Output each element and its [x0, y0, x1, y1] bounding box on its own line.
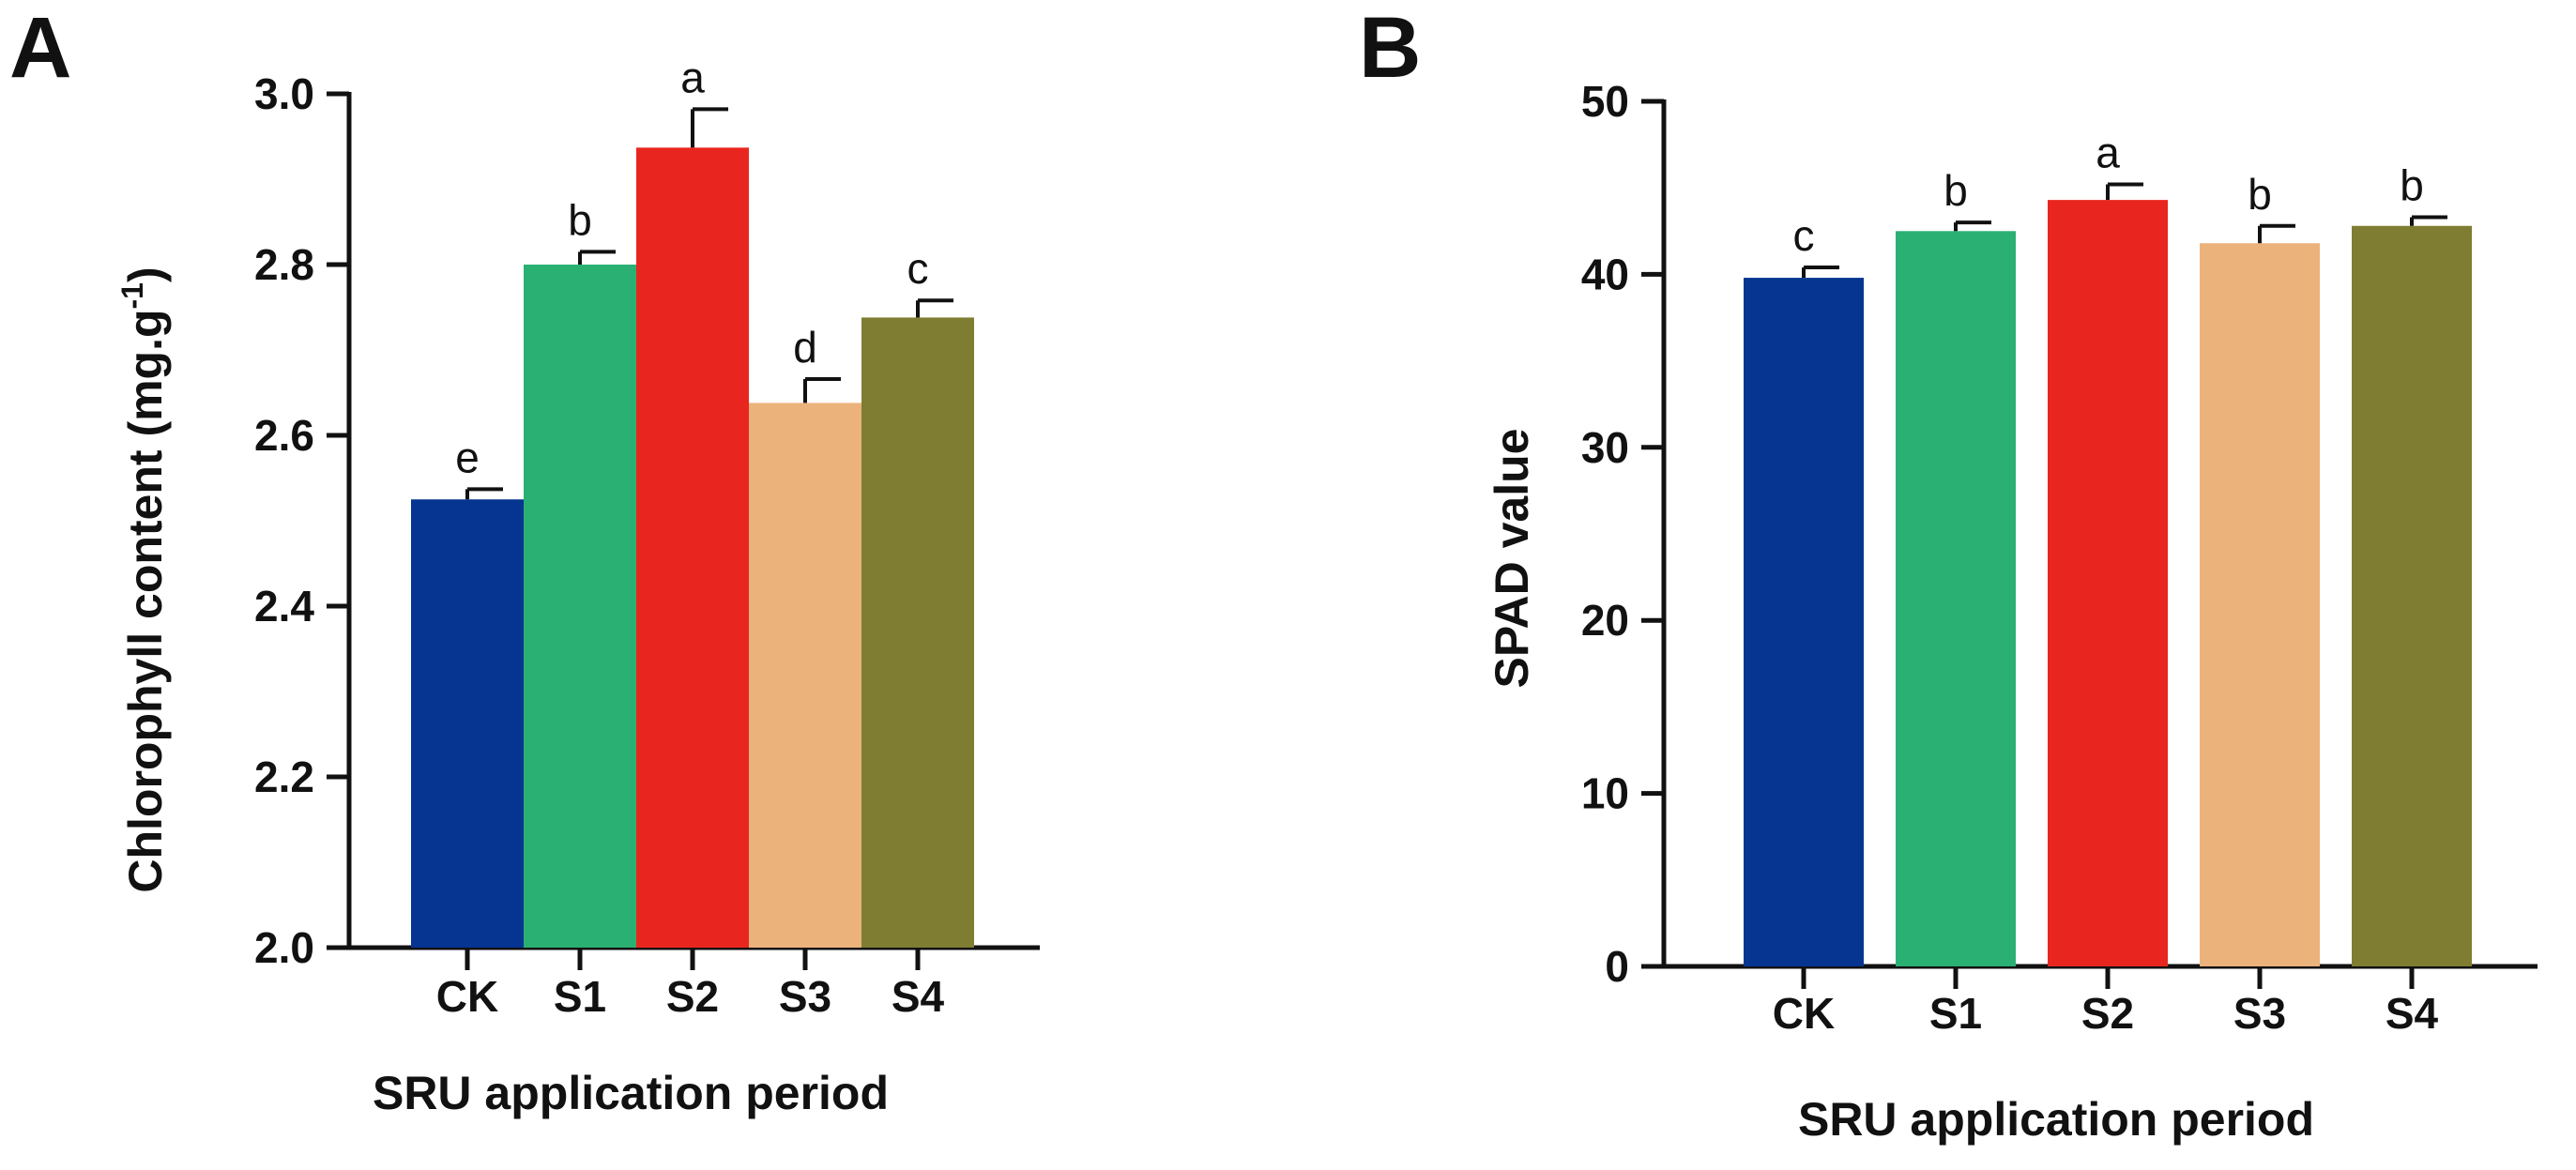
- x-axis-title-a: SRU application period: [373, 1067, 889, 1119]
- y-tick-label-b: 10: [1581, 769, 1629, 818]
- y-axis-title-a-close: ): [119, 266, 172, 282]
- y-tick-label-b: 30: [1581, 423, 1629, 472]
- x-tick-label-b-ck: CK: [1773, 989, 1835, 1038]
- y-tick-label-a: 2.2: [254, 752, 314, 801]
- bar-a-s3: [749, 403, 861, 948]
- bar-b-s1: [1896, 231, 2016, 967]
- significance-label-a-s3: d: [793, 323, 817, 372]
- y-axis-title-a-main: Chlorophyll content (mg.g: [119, 309, 172, 892]
- x-tick-label-a-ck: CK: [436, 972, 498, 1021]
- x-axis-title-b: SRU application period: [1798, 1093, 2314, 1146]
- x-tick-label-b-s2: S2: [2081, 989, 2134, 1038]
- x-tick-label-a-s4: S4: [892, 972, 945, 1021]
- bar-b-s3: [2200, 243, 2320, 966]
- y-tick-label-b: 20: [1581, 596, 1629, 645]
- significance-label-b-s2: a: [2096, 129, 2120, 177]
- chart-panel-a: A 2.0 2.2 2.4 2.6 2.8 3.0 e CK b S1 a S2 d S3 c S4 SRU …: [9, 0, 1040, 1119]
- x-tick-label-a-s1: S1: [554, 972, 606, 1021]
- significance-label-b-ck: c: [1793, 211, 1815, 260]
- significance-label-a-s2: a: [680, 53, 705, 101]
- significance-label-b-s3: b: [2248, 170, 2272, 219]
- y-tick-label-a: 2.4: [254, 582, 314, 631]
- y-axis-title-a-superscript: -1: [115, 282, 149, 309]
- significance-label-a-s4: c: [907, 244, 929, 293]
- y-tick-label-b: 40: [1581, 250, 1629, 298]
- significance-label-b-s4: b: [2400, 161, 2424, 210]
- y-tick-label-a: 3.0: [254, 69, 314, 118]
- y-tick-label-a: 2.6: [254, 411, 314, 460]
- y-axis-title-a: Chlorophyll content (mg.g-1): [115, 266, 172, 892]
- panel-letter-b: B: [1359, 0, 1421, 96]
- y-tick-label-b: 0: [1605, 942, 1629, 991]
- bar-a-s2: [636, 147, 749, 948]
- significance-label-a-s1: b: [568, 195, 592, 244]
- x-tick-label-b-s3: S3: [2233, 989, 2286, 1038]
- bar-a-s1: [524, 265, 636, 948]
- bar-a-s4: [861, 317, 974, 948]
- bar-b-s4: [2352, 225, 2472, 966]
- x-tick-label-a-s3: S3: [779, 972, 831, 1021]
- significance-label-a-ck: e: [455, 433, 480, 481]
- y-axis-title-b: SPAD value: [1486, 429, 1538, 689]
- y-tick-label-b: 50: [1581, 77, 1629, 126]
- bar-a-ck: [411, 499, 524, 948]
- bar-b-s2: [2048, 200, 2168, 966]
- x-tick-label-a-s2: S2: [666, 972, 719, 1021]
- x-tick-label-b-s1: S1: [1929, 989, 1982, 1038]
- panel-letter-a: A: [9, 0, 71, 96]
- significance-label-b-s1: b: [1943, 166, 1968, 215]
- chart-panel-b: B 0 10 20 30 40 50 c CK b S1 a S2 b S3 b S4 SRU applica…: [1359, 0, 2538, 1146]
- y-tick-label-a: 2.0: [254, 923, 314, 972]
- x-tick-label-b-s4: S4: [2385, 989, 2439, 1038]
- y-tick-label-a: 2.8: [254, 240, 314, 289]
- bar-b-ck: [1744, 278, 1864, 966]
